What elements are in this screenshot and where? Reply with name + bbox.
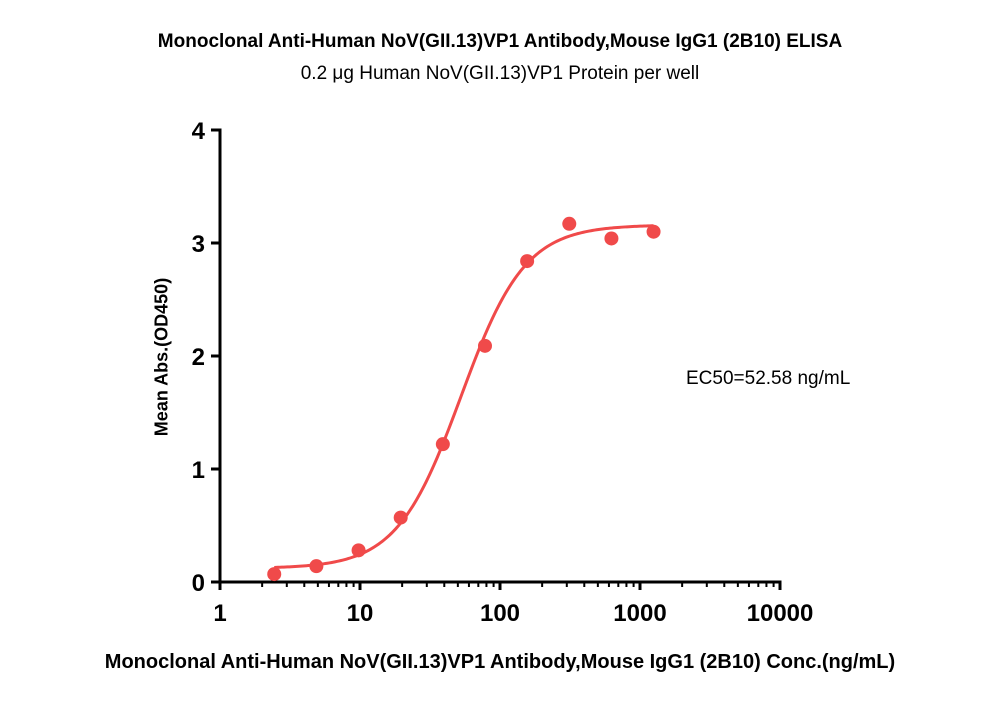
data-points-layer — [267, 216, 661, 582]
data-point — [646, 224, 661, 239]
data-point — [562, 216, 577, 231]
chart-subtitle: 0.2 μg Human NoV(GII.13)VP1 Protein per … — [300, 63, 700, 84]
y-tick-label: 4 — [192, 118, 206, 145]
y-tick-label: 1 — [192, 457, 205, 484]
x-tick-label: 1000 — [613, 600, 666, 627]
y-tick-label: 2 — [192, 344, 205, 371]
y-axis-label: Mean Abs.(OD450) — [151, 277, 172, 437]
data-point — [435, 437, 450, 452]
fit-curve — [274, 224, 654, 569]
data-point — [393, 510, 408, 525]
x-axis-label: Monoclonal Anti-Human NoV(GII.13)VP1 Ant… — [104, 651, 896, 673]
data-point — [309, 559, 324, 574]
y-tick-label: 3 — [192, 231, 205, 258]
x-tick-label: 10000 — [747, 600, 814, 627]
chart-title: Monoclonal Anti-Human NoV(GII.13)VP1 Ant… — [157, 31, 843, 52]
y-tick-label: 0 — [192, 570, 205, 597]
data-point — [351, 543, 366, 558]
x-tick-label: 100 — [480, 600, 520, 627]
ec50-annotation: EC50=52.58 ng/mL — [686, 368, 851, 389]
data-point — [604, 231, 619, 246]
fit-curve-layer — [274, 224, 654, 569]
data-point — [477, 338, 492, 353]
x-tick-label: 10 — [347, 600, 374, 627]
data-point — [267, 567, 282, 582]
data-point — [520, 254, 535, 269]
x-tick-label: 1 — [213, 600, 226, 627]
